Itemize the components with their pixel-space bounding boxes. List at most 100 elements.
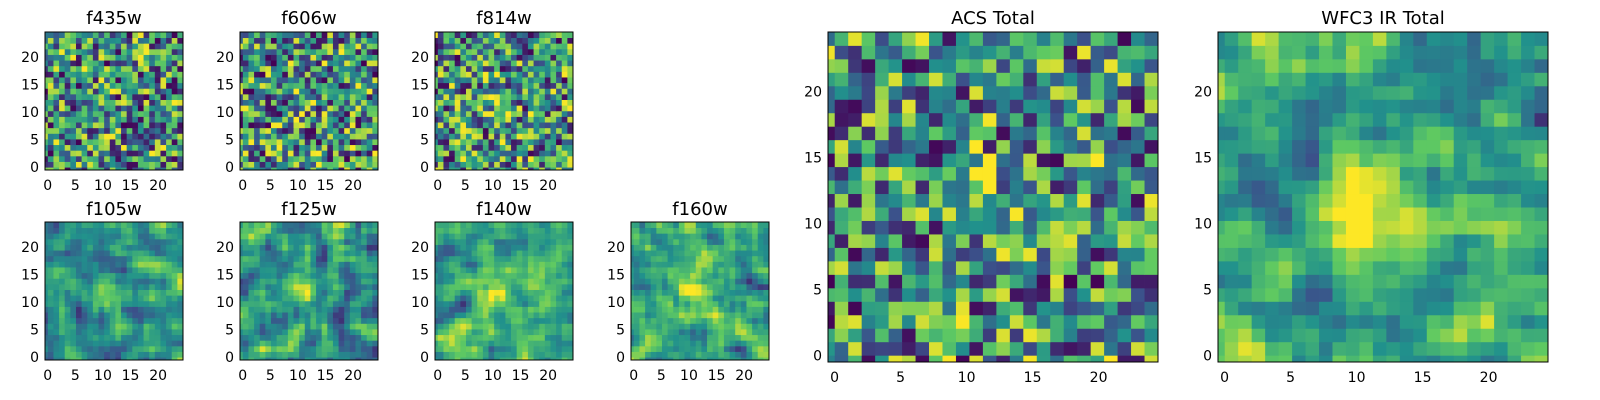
heatmap-cell bbox=[477, 122, 484, 129]
heatmap-cell bbox=[902, 207, 916, 221]
heatmap-cell bbox=[321, 122, 328, 129]
heatmap-cell bbox=[533, 351, 540, 358]
heatmap-cell bbox=[87, 267, 94, 274]
heatmap-cell bbox=[848, 247, 863, 262]
heatmap-cell bbox=[544, 334, 551, 341]
heatmap-cell bbox=[834, 85, 849, 100]
heatmap-cell bbox=[104, 150, 111, 157]
heatmap-cell bbox=[955, 314, 970, 329]
heatmap-cell bbox=[915, 274, 930, 289]
heatmap-cell bbox=[59, 357, 66, 360]
heatmap-cell bbox=[109, 306, 116, 313]
heatmap-cell bbox=[645, 357, 652, 360]
heatmap-cell bbox=[92, 155, 99, 162]
heatmap-cell bbox=[287, 155, 294, 162]
heatmap-cell bbox=[522, 340, 529, 347]
heatmap-cell bbox=[729, 323, 736, 330]
heatmap-cell bbox=[763, 351, 769, 358]
heatmap-cell bbox=[254, 71, 261, 78]
heatmap-cells bbox=[45, 222, 183, 360]
heatmap-cell bbox=[942, 328, 957, 343]
heatmap-cell bbox=[287, 60, 294, 67]
heatmap-cell bbox=[556, 127, 563, 134]
heatmap-cell bbox=[137, 54, 144, 61]
heatmap-cell bbox=[304, 334, 311, 341]
heatmap-cell bbox=[915, 328, 930, 343]
heatmap-cell bbox=[435, 317, 439, 324]
heatmap-cell bbox=[477, 227, 484, 234]
heatmap-cell bbox=[242, 65, 249, 72]
heatmap-cell bbox=[631, 244, 635, 251]
heatmap-cell bbox=[53, 295, 60, 302]
heatmap-cell bbox=[556, 334, 563, 341]
heatmap-cell bbox=[299, 283, 306, 290]
heatmap-cell bbox=[718, 244, 725, 251]
heatmap-cell bbox=[435, 43, 439, 50]
x-tick-label: 15 bbox=[512, 178, 530, 194]
heatmap-cell bbox=[482, 60, 489, 67]
heatmap-cell bbox=[254, 167, 261, 170]
heatmap-cell bbox=[248, 238, 255, 245]
heatmap-cell bbox=[349, 306, 356, 313]
heatmap-cell bbox=[505, 244, 512, 251]
heatmap-cell bbox=[460, 334, 467, 341]
heatmap-cell bbox=[259, 161, 266, 168]
heatmap-cell bbox=[265, 250, 272, 257]
heatmap-cell bbox=[92, 65, 99, 72]
heatmap-cell bbox=[435, 93, 439, 100]
heatmap-cell bbox=[121, 133, 128, 140]
heatmap-cell bbox=[482, 167, 489, 170]
heatmap-cell bbox=[690, 250, 697, 257]
heatmap-cell bbox=[53, 167, 60, 170]
heatmap-cell bbox=[109, 155, 116, 162]
heatmap-cell bbox=[942, 126, 957, 141]
heatmap-cell bbox=[132, 340, 139, 347]
heatmap-cell bbox=[511, 300, 518, 307]
heatmap-cell bbox=[443, 65, 450, 72]
heatmap-cell bbox=[929, 112, 943, 127]
heatmap-cell bbox=[460, 300, 467, 307]
heatmap-cells bbox=[435, 222, 573, 360]
heatmap-cell bbox=[109, 300, 116, 307]
heatmap-cell bbox=[454, 351, 461, 358]
heatmap-cell bbox=[316, 323, 323, 330]
heatmap-cell bbox=[87, 155, 94, 162]
heatmap-cell bbox=[59, 278, 66, 285]
heatmap-cell bbox=[482, 261, 489, 268]
heatmap-cell bbox=[667, 334, 674, 341]
heatmap-cell bbox=[471, 99, 478, 106]
heatmap-cell bbox=[454, 329, 461, 336]
heatmap-cell bbox=[104, 334, 111, 341]
heatmap-cell bbox=[332, 139, 339, 146]
heatmap-cell bbox=[522, 233, 529, 240]
heatmap-cell bbox=[109, 43, 116, 50]
heatmap-cell bbox=[443, 233, 450, 240]
heatmap-cell bbox=[171, 227, 178, 234]
heatmap-cell bbox=[982, 274, 997, 289]
heatmap-cell bbox=[550, 60, 557, 67]
heatmap-cell bbox=[259, 238, 266, 245]
heatmap-cell bbox=[87, 88, 94, 95]
heatmap-cell bbox=[270, 233, 278, 240]
heatmap-cell bbox=[499, 54, 506, 61]
heatmap-cell bbox=[75, 267, 83, 274]
heatmap-cell bbox=[372, 110, 378, 117]
heatmap-cell bbox=[494, 267, 501, 274]
heatmap-cell bbox=[270, 255, 278, 262]
heatmap-cell bbox=[166, 54, 173, 61]
heatmap-cell bbox=[712, 289, 719, 296]
heatmap-cell bbox=[437, 233, 444, 240]
heatmap-cell bbox=[437, 345, 444, 352]
heatmap-cell bbox=[511, 88, 518, 95]
heatmap-cell bbox=[355, 306, 362, 313]
heatmap-cell bbox=[1009, 328, 1024, 343]
heatmap-cell bbox=[293, 238, 300, 245]
heatmap-cell bbox=[488, 233, 495, 240]
heatmap-cell bbox=[132, 295, 139, 302]
heatmap-cell bbox=[81, 54, 88, 61]
heatmap-cell bbox=[338, 122, 345, 129]
heatmap-cell bbox=[471, 227, 478, 234]
heatmap-cell bbox=[126, 233, 133, 240]
heatmap-cell bbox=[282, 300, 289, 307]
